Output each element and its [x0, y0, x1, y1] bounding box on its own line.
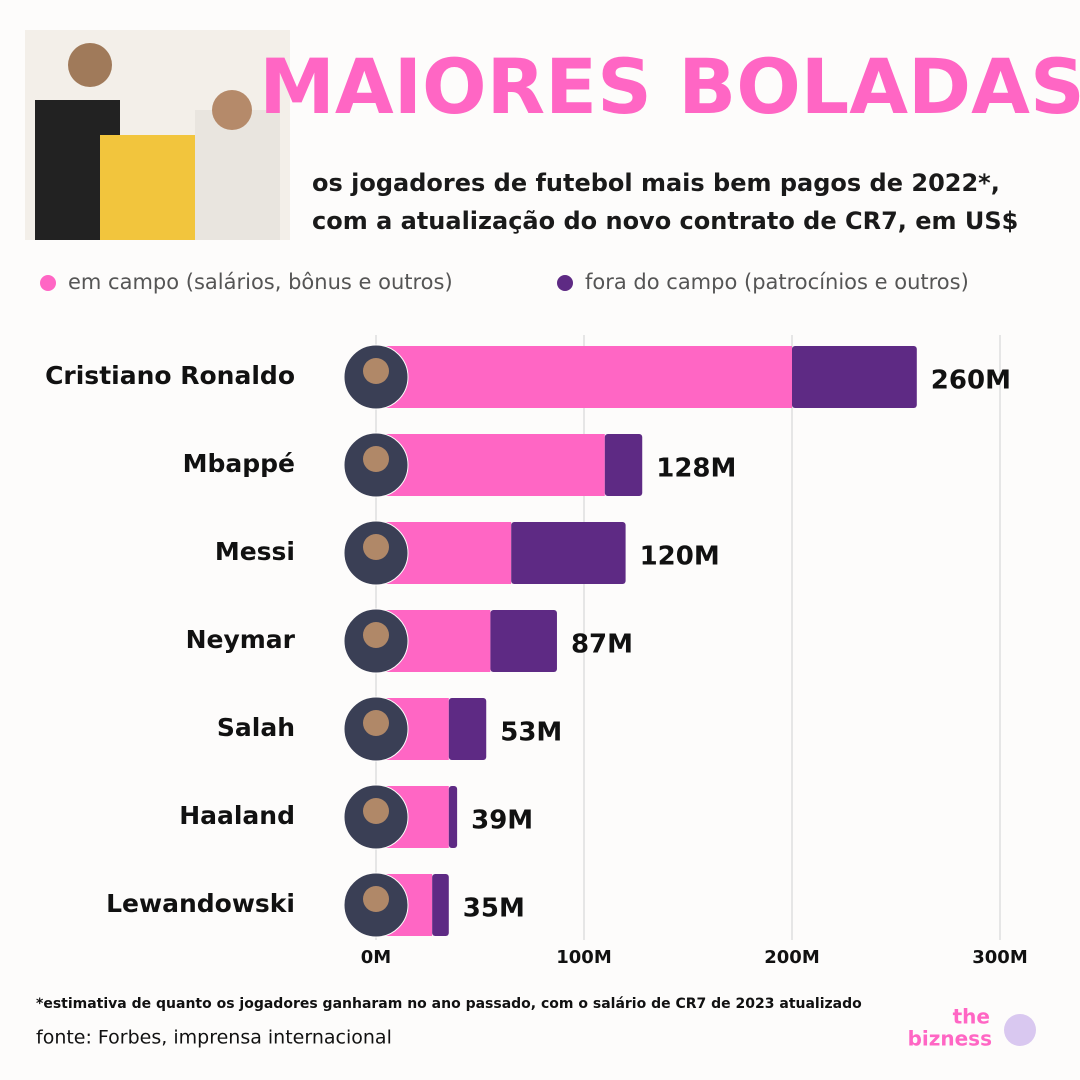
y-tick-label: Salah	[217, 713, 295, 742]
footnote: *estimativa de quanto os jogadores ganha…	[36, 996, 862, 1012]
player-face	[363, 358, 389, 384]
subtitle: com a atualização do novo contrato de CR…	[312, 207, 1018, 235]
logo: the	[953, 1005, 990, 1029]
value-label: 39M	[471, 806, 533, 836]
chart-title: MAIORES BOLADAS	[259, 42, 1080, 131]
value-label: 120M	[640, 542, 720, 572]
player-face	[363, 798, 389, 824]
player-face	[363, 710, 389, 736]
y-tick-label: Lewandowski	[106, 889, 295, 918]
source: fonte: Forbes, imprensa internacional	[36, 1027, 392, 1049]
legend-swatch	[557, 275, 573, 291]
value-label: 260M	[931, 366, 1011, 396]
legend-label: fora do campo (patrocínios e outros)	[585, 270, 969, 294]
bar-segment	[448, 698, 487, 760]
logo: bizness	[908, 1027, 992, 1051]
subtitle: os jogadores de futebol mais bem pagos d…	[312, 169, 1000, 197]
bar-segment	[792, 346, 917, 408]
x-tick-label: 100M	[556, 947, 612, 968]
legend-swatch	[40, 275, 56, 291]
bar-segment	[432, 874, 449, 936]
bar-segment	[604, 434, 643, 496]
x-tick-label: 0M	[361, 947, 391, 968]
x-tick-label: 200M	[764, 947, 820, 968]
y-tick-label: Messi	[215, 537, 295, 566]
value-label: 128M	[656, 454, 736, 484]
player-face	[363, 446, 389, 472]
value-label: 35M	[463, 894, 525, 924]
photo-shirt	[100, 135, 210, 240]
value-label: 87M	[571, 630, 633, 660]
player-face	[363, 534, 389, 560]
y-tick-label: Neymar	[186, 625, 296, 654]
legend-label: em campo (salários, bônus e outros)	[68, 270, 453, 294]
y-tick-label: Mbappé	[183, 449, 295, 478]
bar-segment	[511, 522, 626, 584]
bar-segment	[376, 434, 605, 496]
photo-person	[195, 110, 280, 240]
player-face	[363, 622, 389, 648]
value-label: 53M	[500, 718, 562, 748]
logo-icon	[1004, 1014, 1036, 1046]
y-tick-label: Haaland	[179, 801, 295, 830]
photo-head	[212, 90, 252, 130]
y-tick-label: Cristiano Ronaldo	[45, 361, 295, 390]
bar-segment	[376, 346, 792, 408]
x-tick-label: 300M	[972, 947, 1028, 968]
photo-head	[68, 43, 112, 87]
player-face	[363, 886, 389, 912]
bar-segment	[490, 610, 557, 672]
bar-segment	[448, 786, 458, 848]
header-photo	[25, 30, 290, 240]
